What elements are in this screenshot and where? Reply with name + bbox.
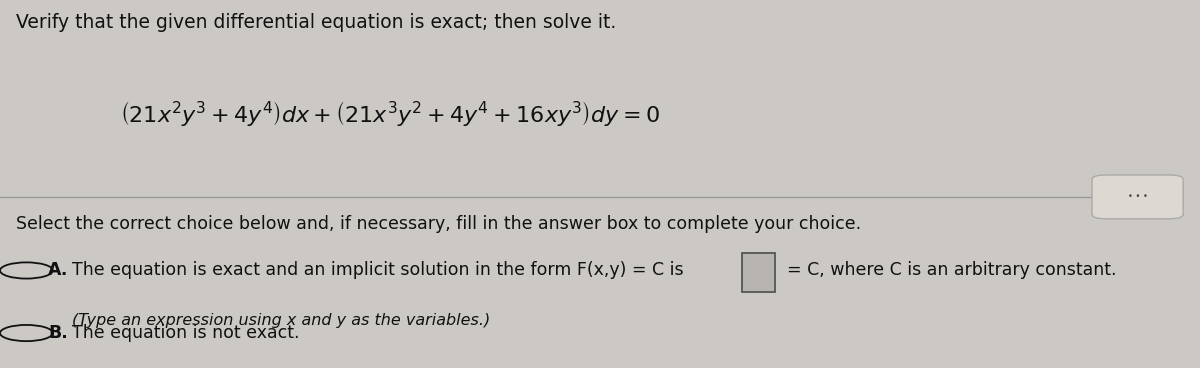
Text: Select the correct choice below and, if necessary, fill in the answer box to com: Select the correct choice below and, if …: [16, 215, 860, 233]
Text: $\left(21x^2y^3+4y^4\right)dx+\left(21x^3y^2+4y^4+16xy^3\right)dy=0$: $\left(21x^2y^3+4y^4\right)dx+\left(21x^…: [120, 99, 660, 128]
Text: • • •: • • •: [1128, 192, 1147, 201]
FancyBboxPatch shape: [1092, 175, 1183, 219]
Text: (Type an expression using x and y as the variables.): (Type an expression using x and y as the…: [72, 313, 491, 328]
Text: = C, where C is an arbitrary constant.: = C, where C is an arbitrary constant.: [787, 262, 1117, 279]
Text: Verify that the given differential equation is exact; then solve it.: Verify that the given differential equat…: [16, 13, 616, 32]
Text: The equation is exact and an implicit solution in the form F(x,y) = C is: The equation is exact and an implicit so…: [72, 262, 684, 279]
Text: B.: B.: [48, 324, 67, 342]
Text: The equation is not exact.: The equation is not exact.: [72, 324, 300, 342]
Text: A.: A.: [48, 262, 68, 279]
FancyBboxPatch shape: [742, 253, 775, 292]
